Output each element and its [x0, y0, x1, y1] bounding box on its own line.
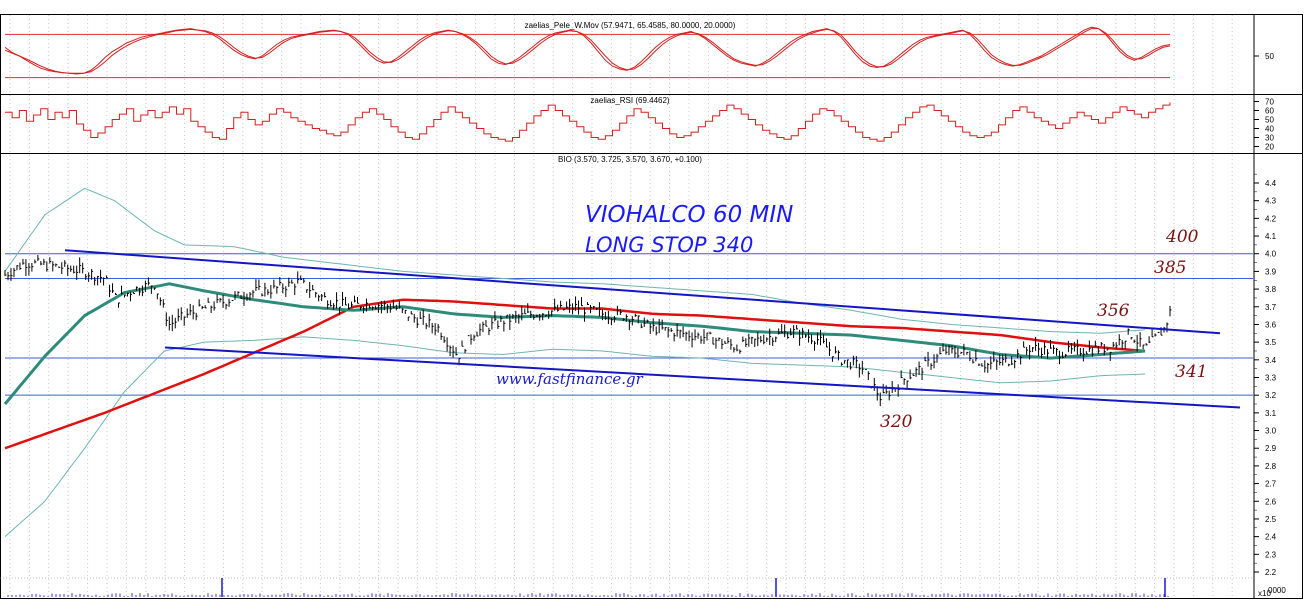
- rsi-panel: [5, 102, 1171, 142]
- price-tick-label: 3.6: [1265, 320, 1277, 329]
- price-tick-label: 2.3: [1265, 550, 1277, 559]
- y-axes: 507060504030204.44.34.24.14.03.93.83.73.…: [1254, 52, 1277, 577]
- trend-line: [164, 346, 1241, 409]
- price-tick-label: 2.8: [1265, 462, 1277, 471]
- annotation-level-320: 320: [880, 412, 913, 432]
- price-tick-label: 3.0: [1265, 427, 1277, 436]
- stochastic-series-line: [4, 28, 1171, 74]
- price-tick-label: 2.2: [1265, 568, 1277, 577]
- price-tick-label: 4.0: [1265, 250, 1277, 259]
- stochastic-panel-title: zaelias_Pele_W.Mov (57.9471, 65.4585, 80…: [525, 21, 736, 30]
- annotation-level-356: 356: [1097, 301, 1130, 321]
- price-panel-title: BIO (3.570, 3.725, 3.570, 3.670, +0.100): [558, 155, 702, 164]
- annotation-website: www.fastfinance.gr: [496, 370, 644, 388]
- price-panel: [3, 187, 1253, 537]
- price-tick-label: 4.2: [1265, 214, 1277, 223]
- price-tick-label: 3.8: [1265, 285, 1277, 294]
- rsi-series-line: [5, 102, 1171, 142]
- rsi-tick-label: 30: [1265, 134, 1274, 143]
- price-tick-label: 3.4: [1265, 356, 1277, 365]
- rsi-tick-label: 40: [1265, 125, 1274, 134]
- stochastic-panel: [4, 26, 1171, 79]
- price-tick-label: 4.4: [1265, 179, 1277, 188]
- price-tick-label: 3.3: [1265, 374, 1277, 383]
- bollinger-lower-band: [4, 336, 1146, 537]
- volume-tick-label: 0000: [1268, 586, 1286, 595]
- price-tick-label: 4.3: [1265, 197, 1277, 206]
- price-tick-label: 3.5: [1265, 338, 1277, 347]
- rsi-tick-label: 70: [1265, 98, 1274, 107]
- price-tick-label: 3.9: [1265, 267, 1277, 276]
- rsi-tick-label: 50: [1265, 116, 1274, 125]
- bollinger-upper-band: [4, 187, 1146, 334]
- annotation-title-line1: VIOHALCO 60 MIN: [585, 202, 793, 228]
- annotation-level-341: 341: [1175, 362, 1207, 382]
- annotation-level-385: 385: [1154, 258, 1186, 278]
- price-tick-label: 4.1: [1265, 232, 1277, 241]
- price-tick-label: 2.9: [1265, 444, 1277, 453]
- price-tick-label: 3.7: [1265, 303, 1277, 312]
- long-moving-average: [4, 298, 1146, 450]
- price-tick-label: 3.2: [1265, 391, 1277, 400]
- rsi-tick-label: 60: [1265, 107, 1274, 116]
- volume-multiplier-label: x10: [1258, 589, 1271, 598]
- price-tick-label: 2.4: [1265, 533, 1277, 542]
- price-tick-label: 2.7: [1265, 480, 1277, 489]
- volume-strip: [0, 577, 1254, 597]
- price-tick-label: 2.5: [1265, 515, 1277, 524]
- price-tick-label: 2.6: [1265, 497, 1277, 506]
- stochastic-tick-label: 50: [1265, 52, 1274, 61]
- annotation-title-line2: LONG STOP 340: [585, 233, 753, 257]
- rsi-panel-title: zaelias_RSI (69.4462): [590, 96, 669, 105]
- price-tick-label: 3.1: [1265, 409, 1277, 418]
- annotation-level-400: 400: [1165, 227, 1199, 247]
- chart-border: [0, 14, 1303, 599]
- trend-line: [64, 249, 1221, 335]
- rsi-tick-label: 20: [1265, 143, 1274, 152]
